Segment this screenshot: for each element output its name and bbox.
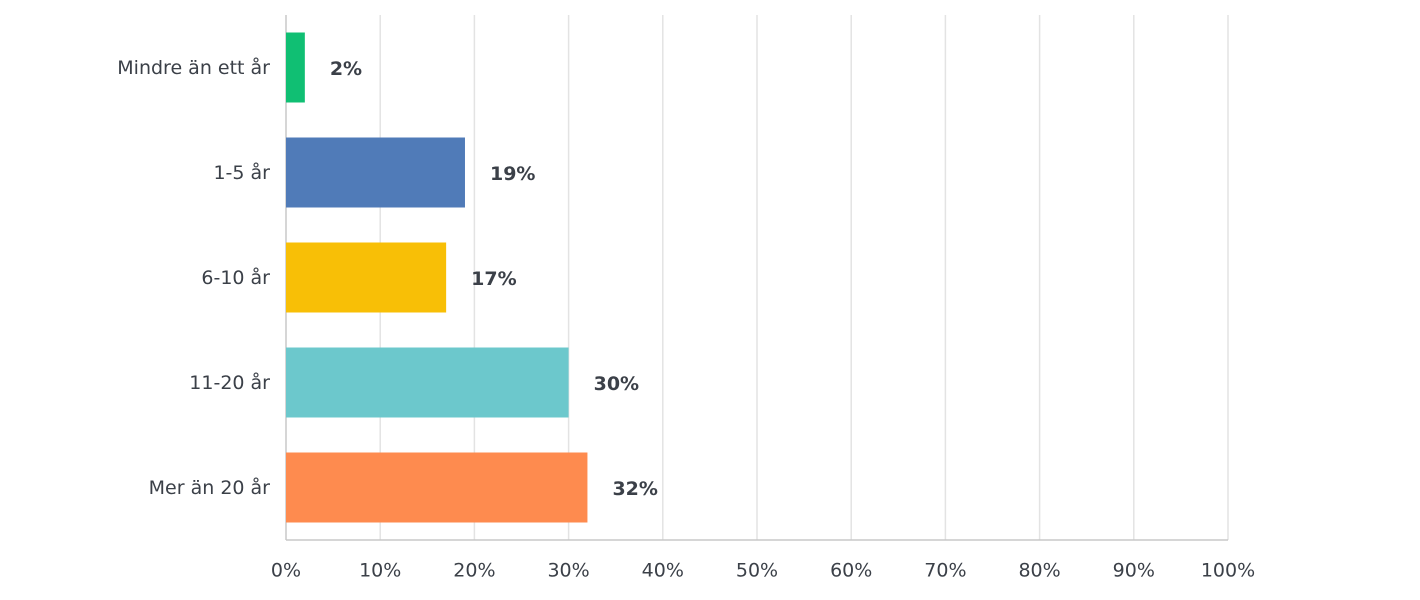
y-tick-label: 1-5 år — [213, 161, 270, 184]
value-label: 32% — [612, 478, 657, 500]
value-label: 19% — [490, 163, 535, 185]
bar — [286, 137, 465, 208]
x-tick-label: 10% — [359, 560, 401, 582]
value-label: 17% — [471, 268, 516, 290]
bar — [286, 242, 447, 313]
y-tick-label: Mindre än ett år — [117, 56, 270, 79]
x-tick-label: 50% — [736, 560, 778, 582]
x-tick-label: 80% — [1018, 560, 1060, 582]
bar — [286, 347, 569, 418]
value-label: 30% — [594, 373, 639, 395]
y-tick-label: Mer än 20 år — [148, 476, 270, 499]
value-label: 2% — [330, 58, 362, 80]
x-tick-label: 100% — [1201, 560, 1255, 582]
x-tick-label: 30% — [547, 560, 589, 582]
x-tick-label: 0% — [271, 560, 301, 582]
y-tick-label: 6-10 år — [201, 266, 270, 289]
bar — [286, 32, 305, 103]
x-tick-label: 70% — [924, 560, 966, 582]
x-tick-label: 20% — [453, 560, 495, 582]
y-tick-label: 11-20 år — [189, 371, 270, 394]
bar — [286, 452, 588, 523]
x-tick-label: 90% — [1113, 560, 1155, 582]
x-tick-label: 40% — [642, 560, 684, 582]
x-tick-label: 60% — [830, 560, 872, 582]
